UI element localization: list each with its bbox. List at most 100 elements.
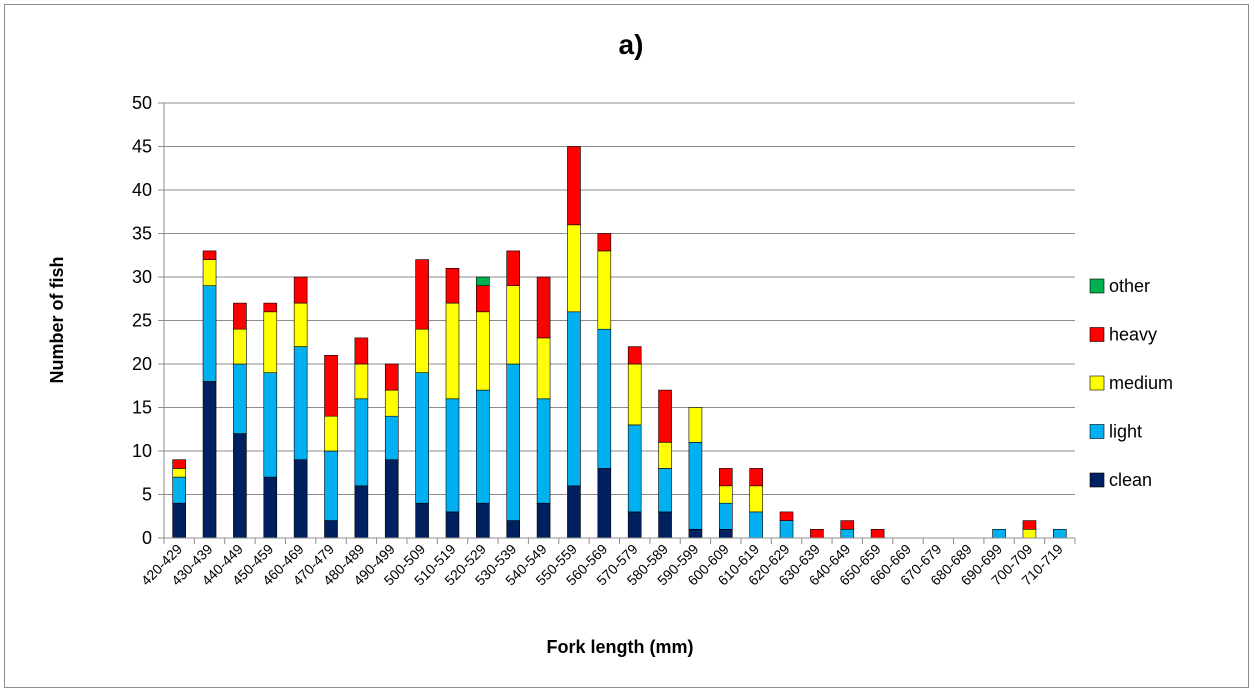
bar-segment-light [992, 528, 1006, 539]
bar-segment-clean [293, 459, 308, 539]
y-tick-label: 15 [132, 398, 152, 418]
bar-segment-medium [506, 285, 521, 365]
bar-segment-clean [233, 433, 247, 539]
bar-segment-clean [688, 528, 703, 539]
bar-segment-clean [506, 520, 521, 539]
y-tick-label: 10 [132, 441, 152, 461]
bar-segment-medium [476, 311, 490, 391]
legend-swatch-heavy [1089, 327, 1105, 342]
legend-label-heavy: heavy [1109, 325, 1157, 345]
bar-segment-medium [354, 363, 369, 400]
bar-segment-heavy [445, 267, 460, 304]
bar-segment-light [840, 528, 855, 539]
bar-segment-light [1053, 528, 1067, 539]
bar-segment-heavy [627, 346, 642, 365]
y-tick-label: 40 [132, 180, 152, 200]
gridlines [164, 102, 1075, 495]
bar-segment-light [688, 441, 703, 530]
bar-segment-medium [567, 224, 581, 313]
bars [172, 146, 1067, 539]
bar-segment-medium [233, 328, 247, 365]
bar-segment-heavy [567, 146, 581, 226]
legend-swatch-medium [1089, 375, 1105, 391]
bar-segment-medium [536, 337, 551, 400]
bar-segment-light [779, 520, 794, 539]
bar-segment-light [506, 363, 521, 521]
bar-segment-medium [172, 468, 186, 478]
bar-segment-light [263, 372, 278, 478]
bar-segment-clean [718, 528, 733, 539]
legend-label-clean: clean [1109, 470, 1152, 490]
bar-segment-heavy [384, 363, 399, 391]
legend: other heavy medium light clean [1089, 276, 1173, 490]
y-tick-label: 50 [132, 93, 152, 113]
bar-segment-clean [445, 511, 460, 539]
bar-segment-heavy [324, 354, 338, 417]
bar-segment-light [718, 502, 733, 530]
bar-segment-light [324, 450, 338, 521]
bar-segment-medium [445, 302, 460, 400]
bar-segment-other [476, 276, 490, 286]
bar-segment-medium [688, 407, 703, 443]
bar-segment-clean [658, 511, 672, 539]
bar-segment-heavy [476, 285, 490, 313]
bar-segment-heavy [597, 233, 612, 252]
bar-segment-clean [263, 476, 278, 539]
x-axis-ticks: 420-429430-439440-449450-459460-469470-4… [138, 538, 1076, 588]
bar-segment-heavy [718, 468, 733, 487]
bar-segment-medium [263, 311, 278, 373]
bar-segment-medium [658, 441, 672, 469]
bar-segment-light [172, 476, 186, 504]
y-tick-label: 25 [132, 311, 152, 331]
bar-segment-light [384, 415, 399, 461]
bar-segment-clean [172, 502, 186, 539]
bar-segment-light [445, 398, 460, 513]
bar-segment-light [597, 328, 612, 469]
bar-segment-heavy [354, 337, 369, 365]
bar-segment-heavy [233, 302, 247, 330]
bar-segment-clean [202, 381, 217, 539]
bar-segment-heavy [172, 459, 186, 469]
bar-segment-medium [718, 485, 733, 504]
bar-segment-heavy [263, 302, 278, 313]
bar-segment-medium [202, 259, 217, 287]
bar-segment-heavy [293, 276, 308, 304]
bar-segment-light [233, 363, 247, 434]
bar-segment-light [293, 346, 308, 461]
bar-segment-heavy [1022, 520, 1037, 530]
bar-segment-light [749, 511, 763, 539]
y-tick-label: 20 [132, 354, 152, 374]
bar-segment-heavy [202, 250, 217, 260]
bar-segment-light [627, 424, 642, 513]
y-axis-label: Number of fish [47, 256, 67, 383]
legend-swatch-other [1089, 278, 1105, 294]
bar-segment-heavy [779, 511, 794, 521]
bar-segment-clean [567, 485, 581, 539]
bar-segment-light [476, 389, 490, 504]
y-tick-label: 30 [132, 267, 152, 287]
legend-swatch-clean [1089, 472, 1105, 488]
legend-label-medium: medium [1109, 373, 1173, 393]
y-tick-label: 0 [142, 528, 152, 548]
bar-segment-light [415, 372, 429, 504]
bar-segment-clean [597, 468, 612, 539]
bar-segment-medium [597, 250, 612, 330]
y-tick-label: 45 [132, 137, 152, 157]
bar-segment-heavy [506, 250, 521, 286]
bar-segment-light [354, 398, 369, 487]
bar-segment-clean [476, 502, 490, 539]
bar-segment-heavy [536, 276, 551, 339]
legend-label-light: light [1109, 422, 1142, 442]
bar-segment-heavy [749, 468, 763, 487]
bar-segment-clean [627, 511, 642, 539]
chart-title: a) [619, 29, 644, 60]
bar-segment-medium [324, 415, 338, 452]
bar-segment-medium [749, 485, 763, 513]
bar-segment-heavy [840, 520, 855, 530]
bar-segment-medium [415, 328, 429, 374]
bar-segment-clean [536, 502, 551, 539]
bar-segment-light [536, 398, 551, 504]
bar-segment-clean [384, 459, 399, 539]
bar-segment-light [658, 468, 672, 513]
